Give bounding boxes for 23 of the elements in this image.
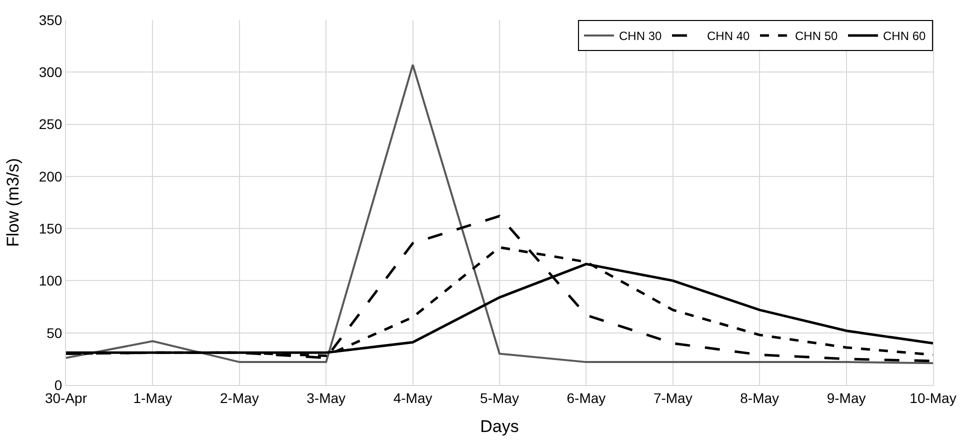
x-tick-label: 7-May <box>653 390 692 406</box>
x-tick-label: 4-May <box>393 390 432 406</box>
x-tick-label: 10-May <box>910 390 956 406</box>
x-tick-label: 1-May <box>133 390 172 406</box>
x-tick-label: 6-May <box>566 390 606 406</box>
y-tick-label: 150 <box>38 220 62 236</box>
y-axis-title: Flow (m3/s) <box>3 158 22 247</box>
legend-label: CHN 50 <box>795 29 838 44</box>
y-tick-label: 250 <box>38 116 62 132</box>
y-tick-label: 100 <box>38 272 62 289</box>
x-tick-label: 8-May <box>740 390 780 406</box>
y-tick-label: 350 <box>38 12 62 28</box>
x-tick-label: 9-May <box>826 390 866 406</box>
y-tick-label: 200 <box>38 168 62 184</box>
y-tick-label: 300 <box>38 64 62 80</box>
x-axis-title: Days <box>480 417 519 436</box>
legend-label: CHN 40 <box>707 29 750 44</box>
x-tick-label: 2-May <box>220 390 259 406</box>
legend-label: CHN 60 <box>883 29 926 44</box>
y-tick-label: 50 <box>46 324 62 341</box>
x-tick-label: 3-May <box>306 390 346 406</box>
x-tick-label: 5-May <box>480 390 519 406</box>
legend-label: CHN 30 <box>619 29 662 44</box>
